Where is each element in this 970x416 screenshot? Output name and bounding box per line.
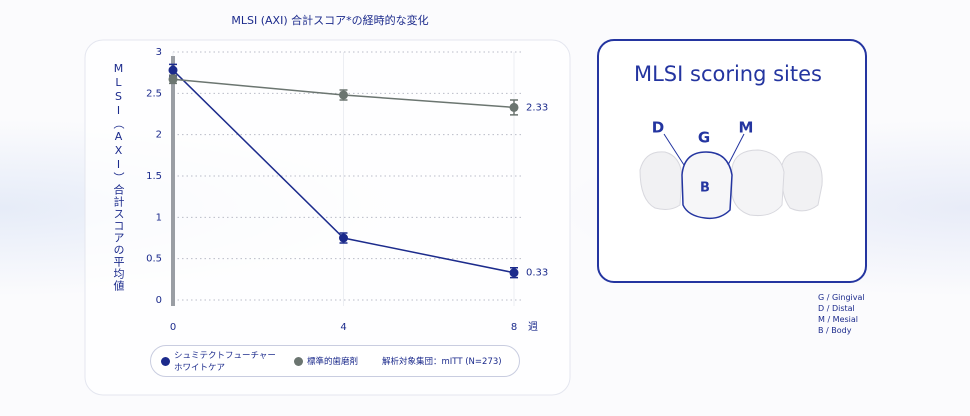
legend-entry: M / Mesial [818,315,859,324]
y-tick-label: 0 [156,295,162,306]
note: 解析対象集団：mITT (N=273) [382,357,502,367]
diagram-title: MLSI scoring sites [634,62,822,86]
y-axis-label: MLSI（AXI）合計スコアの平均値 [112,62,125,292]
diagram-label: B [700,181,710,196]
legend-label: 標準的歯磨剤 [307,357,359,367]
point [168,74,178,84]
point [339,233,348,243]
diagram-box [597,39,867,283]
y-tick-label: 2.5 [146,88,162,99]
legend-entry: D / Distal [818,304,855,313]
y-tick-label: 2 [156,130,162,141]
teeth [639,133,823,220]
x-unit: 週 [528,321,538,333]
y-tick-label: 0.5 [146,254,162,265]
x-tick-label: 0 [170,322,176,333]
point [509,102,519,112]
diagram-label: G [698,129,710,147]
point [168,65,178,75]
legend-label: シュミテクトフューチャーホワイトケア [174,351,276,373]
data-label: 2.33 [526,102,548,113]
legend-item: 標準的歯磨剤 [294,355,358,367]
legend: シュミテクトフューチャーホワイトケア 標準的歯磨剤 解析対象集団：mITT (N… [150,345,520,377]
x-tick-label: 8 [511,322,517,333]
diagram-legend: G / Gingival D / Distal M / Mesial B / B… [818,292,865,336]
point [339,90,348,100]
diagram-label: D [652,119,664,137]
y-tick-label: 1 [156,212,162,223]
point [509,268,519,278]
x-tick-label: 4 [340,322,346,333]
y-tick-label: 1.5 [146,171,162,182]
y-tick-label: 3 [156,47,162,58]
legend-entry: B / Body [818,326,852,335]
chart-title: MLSI (AXI) 合計スコア*の経時的な変化 [231,13,428,27]
legend-swatch [161,356,170,366]
legend-item: シュミテクトフューチャーホワイトケア [161,349,284,373]
diagram-label: M [739,119,754,137]
legend-swatch [294,356,303,366]
legend-entry: G / Gingival [818,293,865,302]
data-label: 0.33 [526,268,548,279]
